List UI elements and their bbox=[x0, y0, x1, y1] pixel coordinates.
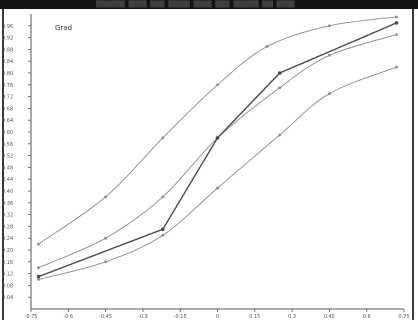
y-tick-label: 0.36 bbox=[2, 201, 13, 207]
y-tick-label: 0.64 bbox=[2, 118, 13, 124]
data-point bbox=[161, 227, 165, 232]
data-point bbox=[215, 136, 220, 140]
chart-frame bbox=[2, 9, 414, 320]
y-tick-label: 0.80 bbox=[2, 71, 13, 77]
data-point bbox=[328, 24, 331, 28]
y-ticks: 0.04 0.08 0.12 0.16 0.20 0.24 0.28 0.32 0.36 0.40… bbox=[2, 24, 31, 301]
y-tick-label: 0.24 bbox=[2, 236, 13, 242]
data-point bbox=[104, 236, 107, 240]
data-point bbox=[161, 195, 165, 199]
x-tick-label: -0.75 bbox=[25, 314, 38, 320]
data-point bbox=[395, 15, 398, 19]
x-tick-label: -0.15 bbox=[174, 314, 187, 320]
x-tick-label: -0.6 bbox=[63, 314, 73, 320]
data-point bbox=[37, 266, 40, 270]
data-point bbox=[395, 65, 398, 69]
window-title-text: ▒▒▒▒▒▒▒▒ ▒▒▒▒▒ ▒▒▒▒ ▒▒▒▒▒▒ ▒▒▒▒▒ ▒▒▒▒ ▒▒… bbox=[96, 1, 295, 8]
x-tick-label: 0.45 bbox=[324, 314, 335, 320]
data-point bbox=[161, 233, 165, 237]
data-point bbox=[394, 21, 399, 25]
data-point bbox=[328, 53, 331, 57]
series-line-3 bbox=[38, 22, 397, 278]
y-tick-label: 0.16 bbox=[2, 260, 13, 266]
y-tick-label: 0.52 bbox=[2, 154, 13, 160]
data-point bbox=[104, 195, 107, 199]
y-tick-label: 0.56 bbox=[2, 142, 13, 148]
data-point bbox=[216, 83, 219, 87]
legend-label: Grad bbox=[55, 24, 72, 32]
data-point bbox=[37, 278, 40, 281]
data-point bbox=[216, 186, 219, 190]
data-point bbox=[265, 45, 269, 48]
x-tick-label: 0.75 bbox=[398, 314, 409, 320]
y-tick-label: 0.12 bbox=[2, 272, 13, 278]
data-point bbox=[36, 274, 41, 279]
y-tick-label: 0.48 bbox=[2, 165, 13, 171]
data-point bbox=[278, 133, 282, 137]
x-tick-label: -0.45 bbox=[99, 314, 112, 320]
y-tick-label: 0.32 bbox=[2, 213, 13, 219]
y-tick-label: 0.60 bbox=[2, 130, 13, 136]
y-tick-label: 0.08 bbox=[2, 283, 13, 289]
data-point bbox=[104, 260, 107, 264]
y-tick-label: 0.68 bbox=[2, 106, 13, 112]
chart-axes bbox=[30, 14, 404, 310]
x-ticks: -0.75 -0.6 -0.45 -0.3 -0.15 0 0.15 0.3 0.45 0.6 0.… bbox=[25, 309, 410, 320]
y-tick-label: 0.44 bbox=[2, 177, 13, 183]
y-tick-label: 0.72 bbox=[2, 95, 13, 101]
x-tick-label: 0.3 bbox=[288, 314, 296, 320]
data-point bbox=[161, 136, 165, 140]
data-point bbox=[328, 92, 331, 96]
y-tick-label: 0.96 bbox=[2, 24, 13, 30]
window-title-bar: ▒▒▒▒▒▒▒▒ ▒▒▒▒▒ ▒▒▒▒ ▒▒▒▒▒▒ ▒▒▒▒▒ ▒▒▒▒ ▒▒… bbox=[0, 0, 418, 9]
y-tick-label: 0.84 bbox=[2, 59, 13, 65]
x-tick-label: 0 bbox=[216, 314, 219, 320]
y-tick-label: 0.76 bbox=[2, 83, 13, 89]
data-point bbox=[37, 242, 40, 246]
x-tick-label: -0.3 bbox=[138, 314, 148, 320]
y-tick-label: 0.20 bbox=[2, 248, 13, 254]
y-tick-label: 0.40 bbox=[2, 189, 13, 195]
series-line-1 bbox=[38, 16, 397, 245]
series-layer bbox=[36, 15, 399, 281]
y-tick-label: 0.28 bbox=[2, 224, 13, 230]
data-point bbox=[278, 86, 282, 90]
y-tick-label: 0.04 bbox=[2, 295, 13, 301]
y-tick-label: 0.88 bbox=[2, 47, 13, 53]
x-tick-label: 0.15 bbox=[249, 314, 260, 320]
y-tick-label: 0.92 bbox=[2, 36, 13, 42]
data-point bbox=[277, 71, 282, 75]
series-line-2 bbox=[38, 34, 397, 269]
series-line-4 bbox=[38, 66, 397, 280]
x-tick-label: 0.6 bbox=[363, 314, 371, 320]
data-point bbox=[395, 33, 398, 36]
